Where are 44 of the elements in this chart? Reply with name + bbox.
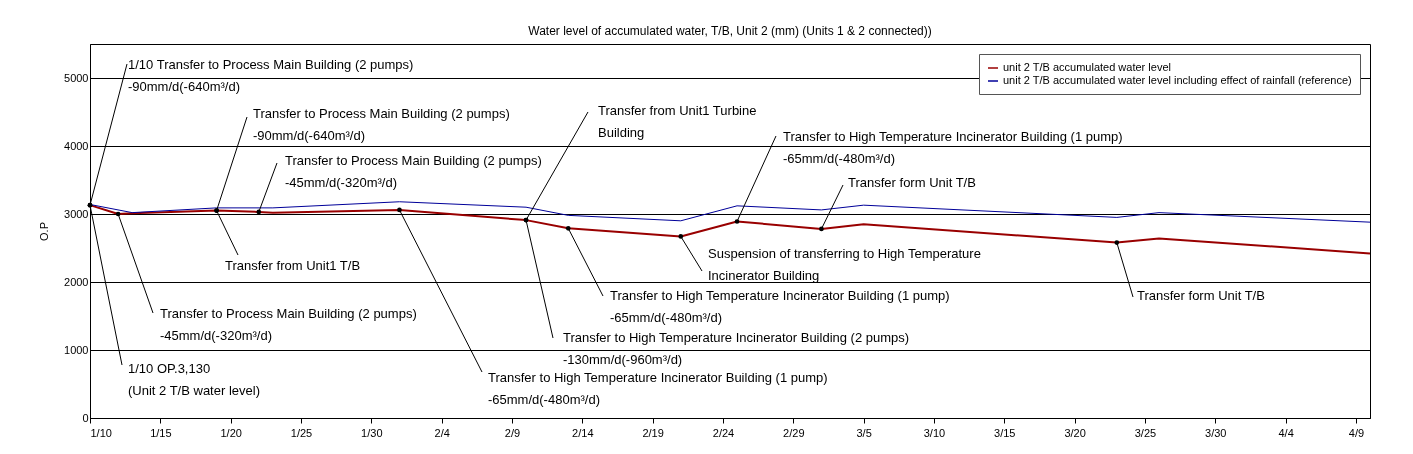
x-tick-label: 3/10 xyxy=(923,426,946,439)
x-tick-label: 1/10 xyxy=(90,426,112,439)
y-tick-label: 2000 xyxy=(64,275,89,288)
annotation: Transfer to High Temperature Incinerator Building (1 pump) -65mm/d(-480m³/d) xyxy=(610,288,950,325)
y-tick-label: 4000 xyxy=(64,139,89,152)
annotation: Transfer to Process Main Building (2 pumps) -45mm/d(-320m³/d) xyxy=(160,306,417,343)
x-tick-label: 3/25 xyxy=(1134,426,1157,439)
annotation: Transfer to High Temperature Incinerator Building (1 pump) -65mm/d(-480m³/d) xyxy=(783,129,1123,166)
annotation: Transfer to High Temperature Incinerator Building (2 pumps) -130mm/d(-960m³/d) xyxy=(563,330,910,367)
y-axis-title: O.P xyxy=(38,222,51,241)
annotation: Transfer from Unit1 Turbine Building xyxy=(598,103,757,140)
x-tick-label: 3/30 xyxy=(1205,426,1227,439)
annotation: Transfer to Process Main Building (2 pumps) -45mm/d(-320m³/d) xyxy=(285,153,542,190)
annotation: 1/10 Transfer to Process Main Building (2 pumps) -90mm/d(-640m³/d) xyxy=(128,57,414,94)
chart-title: Water level of accumulated water, T/B, Unit 2 (mm) (Units 1 & 2 connected)) xyxy=(528,24,932,38)
annotation: Suspension of transferring to High Temperature Incinerator Building xyxy=(708,246,981,283)
x-tick-label: 1/30 xyxy=(361,426,383,439)
y-tick-label: 3000 xyxy=(64,207,89,220)
x-tick-label: 2/24 xyxy=(712,426,735,439)
x-tick-label: 1/15 xyxy=(150,426,172,439)
annotation: Transfer from Unit1 T/B xyxy=(225,258,361,273)
annotation: Transfer form Unit T/B xyxy=(1137,288,1265,303)
y-tick-label: 5000 xyxy=(64,71,89,84)
x-tick-label: 1/20 xyxy=(220,426,242,439)
x-tick-label: 3/5 xyxy=(856,426,872,439)
y-tick-label: 0 xyxy=(82,411,89,424)
x-tick-label: 2/29 xyxy=(783,426,805,439)
y-tick-label: 1000 xyxy=(64,343,89,356)
x-tick-label: 4/9 xyxy=(1348,426,1365,439)
x-tick-label: 2/9 xyxy=(504,426,521,439)
legend-label: unit 2 T/B accumulated water level including effect of rainfall (reference) xyxy=(1003,74,1352,86)
x-tick-label: 2/4 xyxy=(434,426,450,439)
line-series xyxy=(89,201,1371,223)
x-tick-label: 4/4 xyxy=(1278,426,1294,439)
annotation: 1/10 OP.3,130 (Unit 2 T/B water level) xyxy=(128,361,260,398)
x-tick-label: 1/25 xyxy=(290,426,313,439)
annotation: Transfer form Unit T/B xyxy=(848,175,976,190)
annotation: Transfer to High Temperature Incinerator Building (1 pump) -65mm/d(-480m³/d) xyxy=(488,370,828,407)
x-tick-label: 3/15 xyxy=(994,426,1016,439)
annotation: Transfer to Process Main Building (2 pumps) -90mm/d(-640m³/d) xyxy=(253,106,510,143)
x-tick-label: 2/19 xyxy=(642,426,664,439)
legend-label: unit 2 T/B accumulated water level xyxy=(1003,61,1171,73)
x-tick-label: 3/20 xyxy=(1064,426,1086,439)
x-tick-label: 2/14 xyxy=(572,426,594,439)
